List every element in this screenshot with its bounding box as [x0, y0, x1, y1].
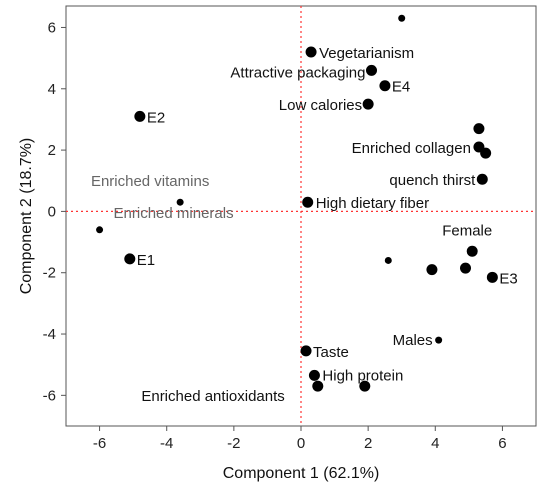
data-point — [476, 173, 488, 185]
point-label: Taste — [313, 344, 349, 361]
point-label: Males — [393, 332, 433, 349]
data-point — [486, 271, 498, 283]
data-point — [305, 46, 317, 58]
point-label: High dietary fiber — [316, 195, 429, 212]
reference-lines — [66, 6, 536, 426]
x-axis-title: Component 1 (62.1%) — [223, 465, 380, 482]
x-tick-label: -4 — [160, 435, 173, 452]
data-point — [466, 245, 478, 257]
point-label: Low calories — [279, 97, 362, 114]
data-point — [300, 345, 312, 357]
data-point — [312, 380, 324, 392]
data-point — [362, 98, 374, 110]
point-label: Vegetarianism — [319, 45, 414, 62]
point-label: E1 — [137, 252, 155, 269]
data-point — [460, 262, 471, 274]
x-tick-label: -6 — [93, 435, 106, 452]
y-axis-title: Component 2 (18.7%) — [18, 138, 35, 295]
x-tick-label: 0 — [297, 435, 305, 452]
y-tick-label: -2 — [43, 265, 56, 282]
point-label: Enriched minerals — [114, 205, 234, 222]
y-tick-label: -4 — [43, 326, 56, 343]
data-point — [384, 256, 392, 264]
axis-ticks: -6 -4 -2 0 2 4 6 -6 -4 -2 0 2 4 6 — [43, 19, 507, 452]
point-label: Enriched collagen — [352, 140, 471, 157]
x-tick-label: 2 — [364, 435, 372, 452]
data-point — [308, 369, 320, 381]
data-point — [473, 123, 485, 135]
y-tick-label: 0 — [48, 203, 56, 220]
point-label: E3 — [499, 270, 517, 287]
point-label: quench thirst — [389, 172, 476, 189]
data-point — [124, 253, 136, 265]
data-point — [134, 110, 146, 122]
point-label: High protein — [322, 367, 403, 384]
point-label: E4 — [392, 79, 410, 96]
x-tick-label: -2 — [227, 435, 240, 452]
y-tick-label: 4 — [48, 81, 56, 98]
data-points: Vegetarianism Attractive packaging E4 Low c… — [91, 14, 518, 405]
data-point — [379, 80, 391, 92]
data-point — [302, 196, 314, 208]
y-tick-label: 6 — [48, 19, 56, 36]
data-point — [96, 226, 104, 234]
x-tick-label: 6 — [498, 435, 506, 452]
x-tick-label: 4 — [431, 435, 439, 452]
point-label: Attractive packaging — [230, 64, 365, 81]
data-point — [426, 264, 438, 276]
y-tick-label: -6 — [43, 387, 56, 404]
data-point — [480, 147, 492, 159]
data-point — [435, 336, 443, 344]
data-point — [359, 380, 371, 392]
data-point — [398, 14, 406, 22]
point-label: Female — [442, 222, 492, 239]
point-label: Enriched vitamins — [91, 173, 209, 190]
data-point — [366, 64, 377, 76]
data-point — [176, 198, 184, 206]
y-tick-label: 2 — [48, 142, 56, 159]
point-label: E2 — [147, 109, 165, 126]
point-label: Enriched antioxidants — [141, 388, 284, 405]
